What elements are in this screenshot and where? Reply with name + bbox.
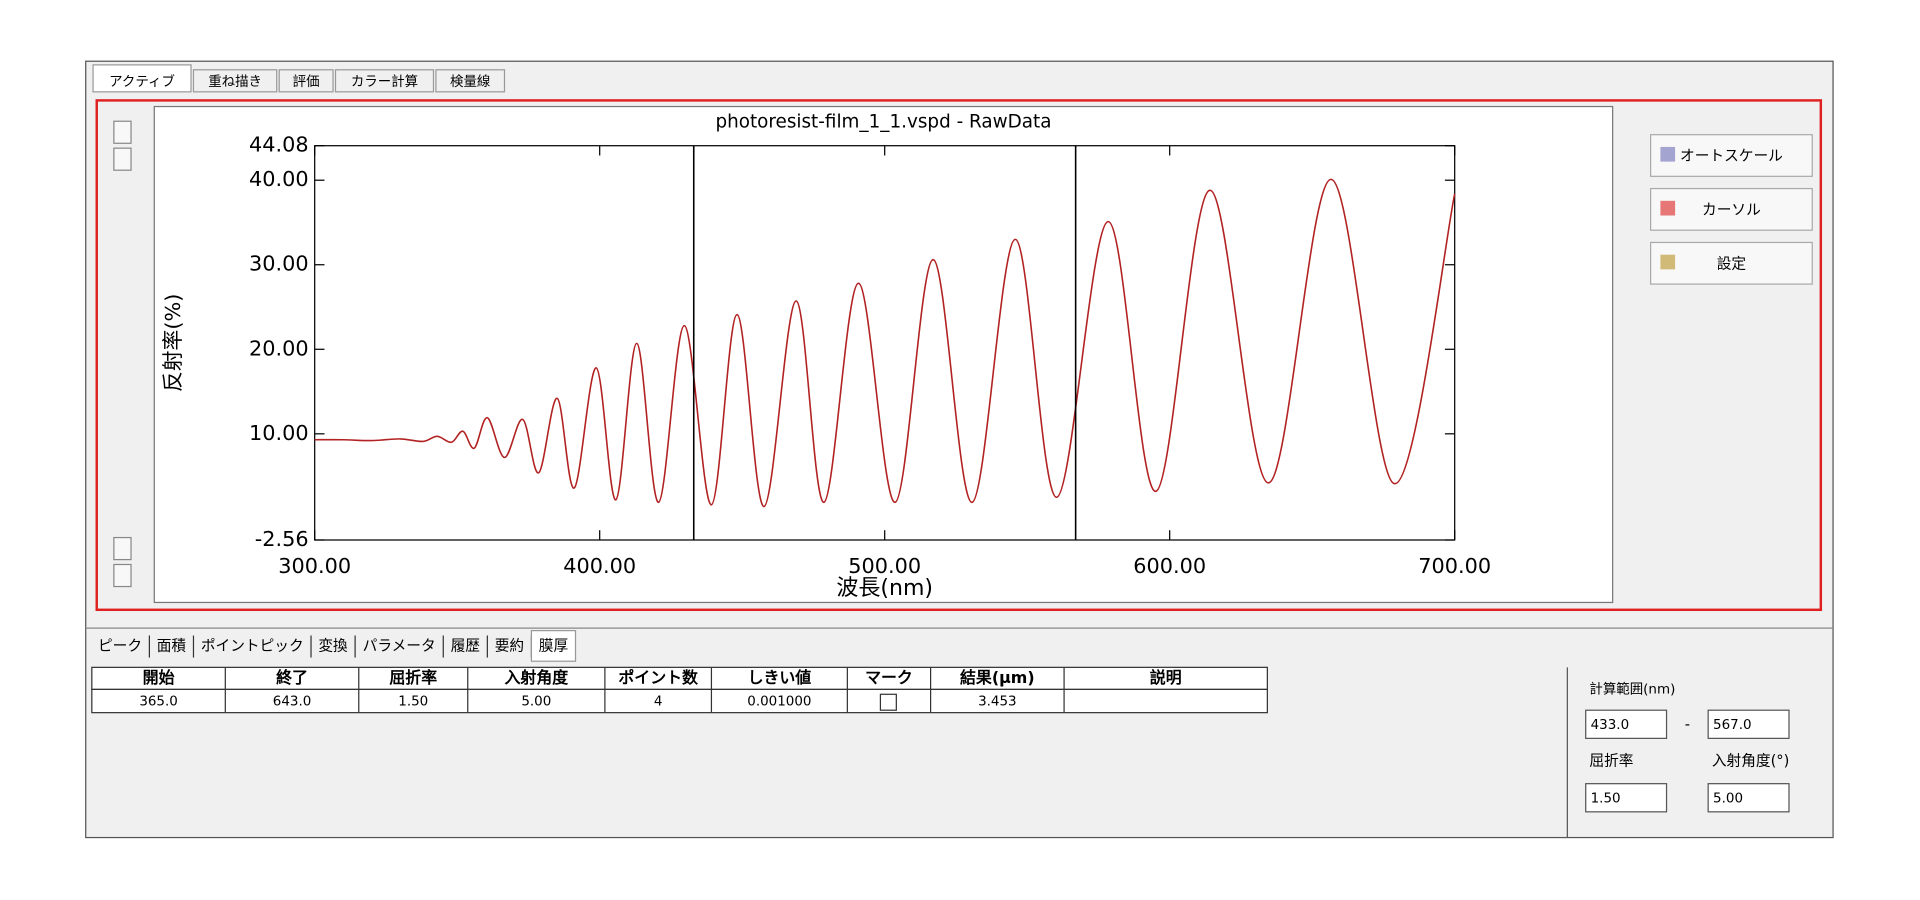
button-label: カーソル [1702,202,1761,219]
input-field[interactable] [1585,783,1668,813]
x-tick-label: 500.00 [848,554,921,578]
y-tick-label: 30.00 [249,252,309,276]
table-cell: 643.0 [273,695,312,710]
y-tick-label: -2.56 [255,527,309,551]
scroll-down[interactable] [113,147,132,171]
table-cell: 3.453 [978,695,1017,710]
field-label: 入射角度(°) [1712,753,1790,770]
table-cell: 0.001000 [747,695,811,710]
tab[interactable] [278,69,334,93]
tool-button[interactable] [1650,241,1813,285]
table-header: 説明 [1150,668,1182,687]
table-cell: 1.50 [398,695,428,710]
separator: - [1685,716,1690,733]
graph-area [153,105,1614,604]
table-header: 結果(μm) [960,668,1035,687]
tab[interactable] [92,64,192,93]
tab-label: パラメータ [363,638,436,655]
data-line [314,178,1456,508]
tab-label: 要約 [495,638,524,655]
input-value: 567.0 [1713,718,1752,733]
y-tick-label: 10.00 [249,421,309,445]
scroll-buttons [113,120,132,588]
input-field[interactable] [1707,783,1790,813]
tab-label: 膜厚 [539,638,569,655]
tool-button[interactable] [1650,187,1813,231]
tab-label: ピーク [98,638,142,655]
table-cell: 4 [654,695,663,710]
input-value: 1.50 [1591,791,1621,806]
button-icon [1660,254,1676,270]
table-cell: 365.0 [139,695,178,710]
tab-label: 履歴 [451,638,481,655]
x-tick-label: 600.00 [1133,554,1206,578]
x-axis-label: 波長(nm) [836,576,933,601]
table-header: ポイント数 [618,668,698,687]
input-field[interactable] [1707,709,1790,739]
button-icon [1660,200,1676,216]
y-tick-label: 20.00 [249,336,309,360]
tab-label: ポイントピック [201,638,304,655]
field-label: 屈折率 [1589,753,1633,770]
scroll-up[interactable] [113,536,132,561]
tab[interactable] [530,630,577,662]
table-row-bg [91,688,1268,714]
tab-label: アクティブ [109,73,175,90]
checkbox[interactable] [879,693,897,711]
tab[interactable] [192,69,278,93]
table-cell: 5.00 [521,695,551,710]
tab-label: 検量線 [450,74,490,90]
table-header: 開始 [143,668,175,687]
table-header: マーク [865,668,913,687]
tool-button[interactable] [1650,134,1813,177]
tab[interactable] [334,69,435,93]
button-label: 設定 [1717,255,1747,272]
input-value: 5.00 [1713,791,1743,806]
table-header: 終了 [276,668,308,687]
tab-label: 評価 [293,74,320,90]
x-tick-label: 400.00 [563,554,636,578]
button-icon [1660,146,1676,162]
y-axis-label: 反射率(%) [161,294,185,392]
table-header: 入射角度 [505,668,569,687]
table-header: 屈折率 [389,668,437,687]
table-header: しきい値 [748,668,812,687]
tab-label: 重ね描き [208,74,262,90]
tab-label: 面積 [157,638,187,655]
x-tick-label: 300.00 [278,554,351,578]
button-label: オートスケール [1680,148,1783,165]
y-tick-label: 40.00 [249,167,309,191]
tab-label: カラー計算 [351,74,418,90]
scroll-down[interactable] [113,563,132,588]
field-label: 計算範囲(nm) [1589,681,1675,697]
input-value: 433.0 [1591,718,1630,733]
tab-label: 変換 [318,638,348,655]
tab[interactable] [435,69,506,93]
x-tick-label: 700.00 [1418,554,1491,578]
scroll-up[interactable] [113,120,132,144]
y-tick-label: 44.08 [249,133,309,157]
chart-title: photoresist-film_1_1.vspd - RawData [715,111,1051,132]
input-field[interactable] [1585,709,1668,739]
